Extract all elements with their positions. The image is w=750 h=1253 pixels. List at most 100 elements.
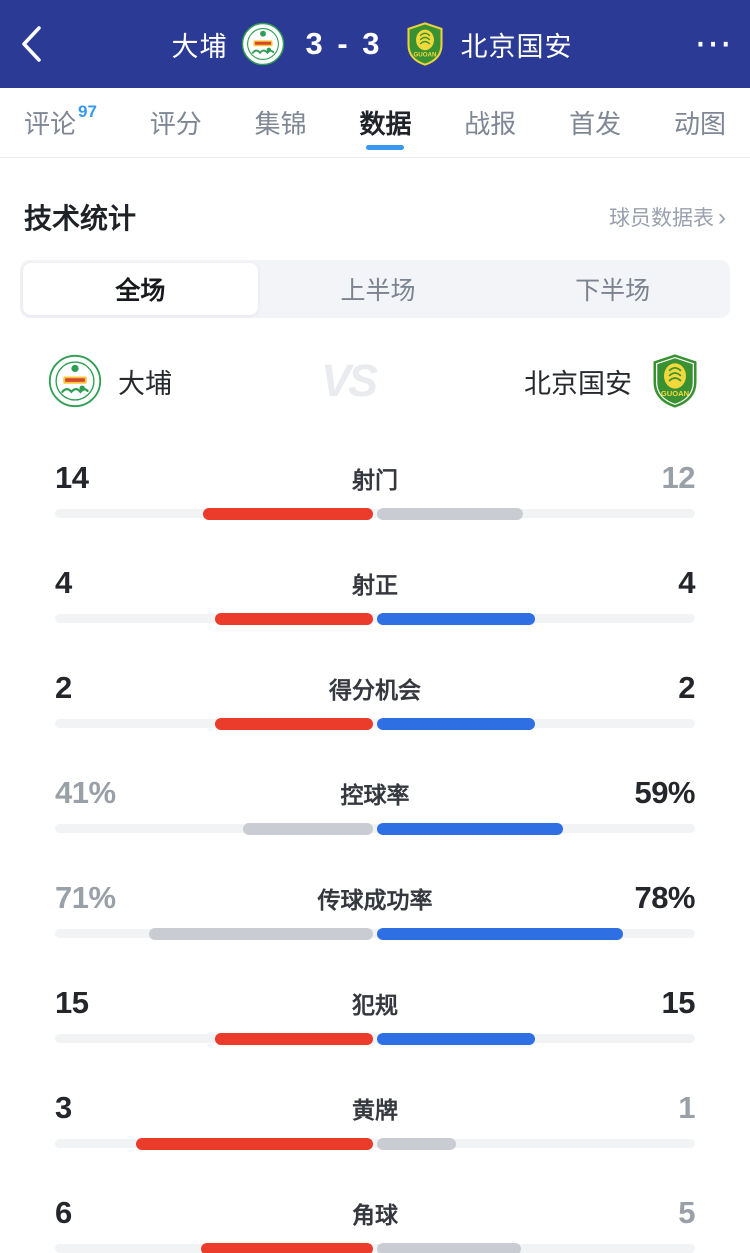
header-home-name[interactable]: 大埔 bbox=[171, 31, 228, 62]
away-stat-value: 15 bbox=[661, 985, 696, 1020]
away-stat-value: 2 bbox=[678, 670, 695, 705]
away-stat-bar bbox=[377, 612, 535, 625]
stat-bar-track bbox=[55, 1137, 695, 1150]
stat-bar-track bbox=[55, 1242, 695, 1253]
more-icon: ⋯ bbox=[694, 23, 732, 65]
stat-bar-track bbox=[55, 717, 695, 730]
chevron-right-icon: › bbox=[718, 203, 726, 231]
home-stat-bar bbox=[200, 1242, 373, 1253]
vs-watermark: VS bbox=[320, 355, 378, 406]
home-team-name: 大埔 bbox=[118, 368, 172, 399]
home-stat-bar bbox=[215, 612, 373, 625]
tab-label: 评论 bbox=[24, 109, 77, 139]
stat-values-line: 15 犯规 15 bbox=[55, 985, 696, 1021]
away-stat-bar bbox=[377, 717, 535, 730]
home-stat-value: 4 bbox=[55, 565, 72, 600]
segment-上半场[interactable]: 上半场 bbox=[340, 277, 416, 305]
tab-动图[interactable]: 动图 bbox=[674, 88, 726, 157]
home-stat-bar bbox=[202, 507, 373, 520]
stat-label: 犯规 bbox=[352, 992, 398, 1018]
away-stat-value: 1 bbox=[678, 1090, 695, 1125]
home-stat-value: 71% bbox=[55, 880, 116, 915]
section-header: 技术统计 球员数据表 › bbox=[0, 158, 750, 246]
stat-row: 71% 传球成功率 78% bbox=[0, 866, 750, 971]
tab-label: 集锦 bbox=[254, 109, 307, 139]
away-stat-bar bbox=[377, 822, 564, 835]
home-stat-value: 6 bbox=[55, 1195, 72, 1230]
stat-bar-track bbox=[55, 507, 695, 520]
stats-list: 14 射门 12 4 射正 4 2 得分机会 2 41% 控球率 59% 71% 传球成功率 78% 15 犯规… bbox=[0, 446, 750, 1253]
stat-values-line: 41% 控球率 59% bbox=[55, 775, 695, 811]
home-stat-value: 2 bbox=[55, 670, 72, 705]
home-stat-bar bbox=[243, 822, 373, 835]
away-stat-value: 59% bbox=[634, 775, 695, 810]
player-data-table-link[interactable]: 球员数据表 › bbox=[609, 202, 726, 232]
tab-label: 评分 bbox=[149, 109, 202, 139]
guoan-logo-icon: GUOAN bbox=[653, 354, 697, 408]
svg-text:GUOAN: GUOAN bbox=[661, 389, 689, 398]
tab-评分[interactable]: 评分 bbox=[150, 88, 202, 157]
home-stat-bar bbox=[215, 717, 373, 730]
away-stat-bar bbox=[377, 1032, 535, 1045]
stat-row: 14 射门 12 bbox=[0, 446, 750, 551]
period-segmented-control: 全场 上半场 下半场 bbox=[20, 260, 730, 318]
stat-label: 角球 bbox=[352, 1202, 398, 1228]
tab-数据[interactable]: 数据 bbox=[359, 88, 411, 157]
home-stat-value: 41% bbox=[55, 775, 116, 810]
stat-row: 41% 控球率 59% bbox=[0, 761, 750, 866]
match-header: 大埔 3 - 3 GUOAN 北京国安 ⋯ bbox=[0, 0, 750, 88]
stat-values-line: 6 角球 5 bbox=[55, 1195, 695, 1231]
home-team-block: 大埔 bbox=[48, 354, 172, 408]
away-stat-value: 78% bbox=[634, 880, 695, 915]
stat-label: 射正 bbox=[352, 572, 398, 598]
back-icon bbox=[22, 26, 41, 62]
tab-bar: 评论 97 评分 集锦 数据 战报 首发 动图 bbox=[0, 88, 750, 158]
tab-label: 战报 bbox=[464, 109, 517, 139]
home-stat-bar bbox=[136, 1137, 373, 1150]
header-score-strip: 大埔 3 - 3 GUOAN 北京国安 bbox=[72, 22, 672, 66]
stat-bar-track bbox=[55, 612, 695, 625]
stat-values-line: 3 黄牌 1 bbox=[55, 1090, 695, 1126]
stat-row: 15 犯规 15 bbox=[0, 971, 750, 1076]
more-options-button[interactable]: ⋯ bbox=[672, 24, 732, 64]
stat-values-line: 4 射正 4 bbox=[55, 565, 695, 601]
away-stat-bar bbox=[377, 1137, 456, 1150]
header-score: 3 - 3 bbox=[305, 26, 383, 61]
back-button[interactable] bbox=[18, 14, 72, 74]
stat-label: 控球率 bbox=[340, 782, 410, 808]
player-data-table-label: 球员数据表 bbox=[609, 207, 714, 230]
stat-bar-track bbox=[55, 1032, 695, 1045]
tab-集锦[interactable]: 集锦 bbox=[255, 88, 307, 157]
header-away-name[interactable]: 北京国安 bbox=[460, 31, 573, 62]
home-stat-value: 14 bbox=[55, 460, 89, 495]
stat-label: 黄牌 bbox=[352, 1097, 398, 1123]
away-team-name: 北京国安 bbox=[524, 368, 632, 399]
stat-row: 3 黄牌 1 bbox=[0, 1076, 750, 1181]
tab-战报[interactable]: 战报 bbox=[464, 88, 516, 157]
stat-values-line: 14 射门 12 bbox=[55, 460, 696, 496]
home-stat-value: 15 bbox=[55, 985, 89, 1020]
svg-text:GUOAN: GUOAN bbox=[413, 51, 437, 58]
away-stat-value: 4 bbox=[678, 565, 695, 600]
tab-评论[interactable]: 评论 97 bbox=[24, 88, 97, 157]
stat-bar-track bbox=[55, 822, 695, 835]
stat-values-line: 71% 传球成功率 78% bbox=[55, 880, 695, 916]
home-stat-bar bbox=[215, 1032, 373, 1045]
tab-label: 首发 bbox=[569, 109, 622, 139]
tab-首发[interactable]: 首发 bbox=[569, 88, 621, 157]
away-stat-value: 12 bbox=[661, 460, 696, 495]
segment-全场[interactable]: 全场 bbox=[23, 263, 258, 315]
home-stat-bar bbox=[148, 927, 373, 940]
segment-下半场[interactable]: 下半场 bbox=[575, 277, 651, 305]
stat-values-line: 2 得分机会 2 bbox=[55, 670, 695, 706]
tab-label: 数据 bbox=[359, 109, 412, 139]
away-stat-value: 5 bbox=[678, 1195, 695, 1230]
away-stat-bar bbox=[377, 927, 624, 940]
away-team-block: 北京国安 GUOAN bbox=[524, 354, 702, 408]
stat-label: 传球成功率 bbox=[317, 887, 433, 913]
guoan-logo-icon: GUOAN bbox=[406, 22, 443, 66]
away-stat-bar bbox=[377, 507, 523, 520]
taipo-logo-icon bbox=[48, 354, 102, 408]
taipo-logo-icon bbox=[242, 22, 285, 66]
